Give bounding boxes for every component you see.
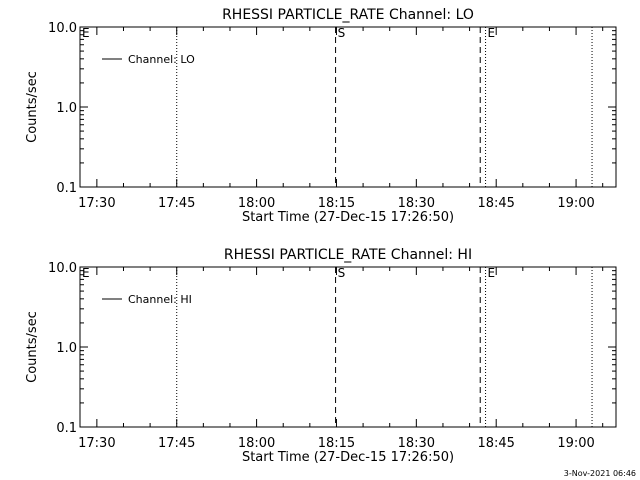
- x-tick-label-0-1: 17:45: [158, 196, 195, 211]
- footer-timestamp: 3-Nov-2021 06:46: [563, 469, 636, 478]
- x-axis-label-0: Start Time (27-Dec-15 17:26:50): [242, 210, 454, 225]
- y-tick-label-1-1: 1.0: [56, 341, 77, 356]
- y-axis-label-1: Counts/sec: [25, 311, 40, 383]
- y-tick-label-1-0: 0.1: [56, 421, 77, 436]
- x-axis-label-1: Start Time (27-Dec-15 17:26:50): [242, 450, 454, 465]
- event-marker-label-0-2: S: [338, 26, 346, 40]
- plot-frame-0: [79, 26, 617, 188]
- y-tick-label-0-0: 0.1: [56, 181, 77, 196]
- chart-title-0: RHESSI PARTICLE_RATE Channel: LO: [222, 7, 474, 23]
- x-tick-label-1-1: 17:45: [158, 436, 195, 451]
- event-marker-label-0-4: E: [488, 26, 496, 40]
- event-marker-label-0-0: E: [82, 26, 90, 40]
- x-tick-label-1-2: 18:00: [238, 436, 275, 451]
- event-marker-label-1-0: E: [82, 266, 90, 280]
- y-tick-label-0-1: 1.0: [56, 101, 77, 116]
- x-tick-label-1-3: 18:15: [318, 436, 355, 451]
- y-axis-label-0: Counts/sec: [25, 71, 40, 143]
- x-tick-label-0-6: 19:00: [557, 196, 594, 211]
- x-tick-label-0-4: 18:30: [398, 196, 435, 211]
- x-tick-label-1-5: 18:45: [477, 436, 514, 451]
- x-tick-label-0-3: 18:15: [318, 196, 355, 211]
- legend-label-0: Channel: LO: [128, 53, 195, 66]
- x-tick-label-1-4: 18:30: [398, 436, 435, 451]
- chart-title-1: RHESSI PARTICLE_RATE Channel: HI: [224, 247, 472, 263]
- x-tick-label-0-0: 17:30: [78, 196, 115, 211]
- x-tick-label-1-0: 17:30: [78, 436, 115, 451]
- plot-frame-1: [79, 266, 617, 428]
- y-tick-label-1-2: 10.0: [48, 261, 77, 276]
- event-marker-label-1-2: S: [338, 266, 346, 280]
- legend-label-1: Channel: HI: [128, 293, 192, 306]
- x-tick-label-0-2: 18:00: [238, 196, 275, 211]
- y-tick-label-0-2: 10.0: [48, 21, 77, 36]
- event-marker-label-1-4: E: [488, 266, 496, 280]
- x-tick-label-0-5: 18:45: [477, 196, 514, 211]
- x-tick-label-1-6: 19:00: [557, 436, 594, 451]
